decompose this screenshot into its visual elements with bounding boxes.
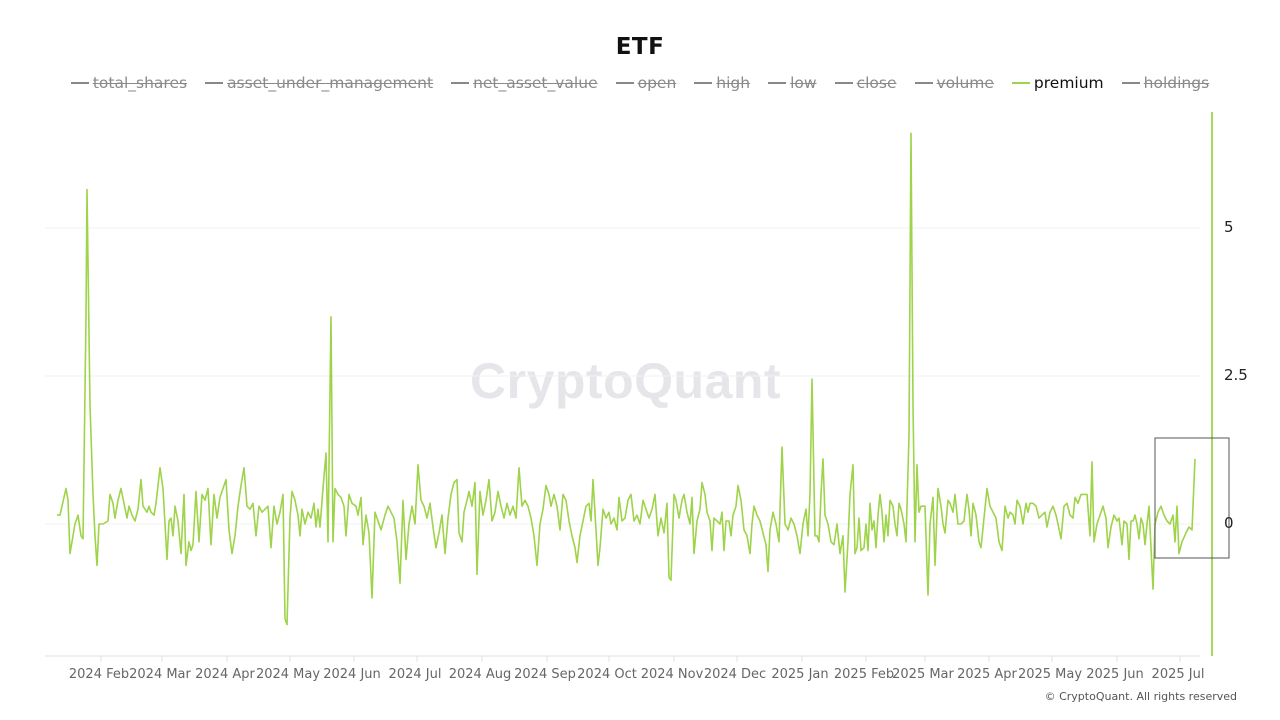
x-tick-label: 2024 Nov <box>640 667 704 682</box>
legend-item-premium[interactable]: premium <box>1011 74 1104 92</box>
legend-swatch-icon <box>70 82 89 84</box>
legend-swatch-icon <box>914 82 933 84</box>
x-tick-label: 2024 May <box>255 667 321 682</box>
legend-swatch-icon <box>834 82 853 84</box>
legend-label: volume <box>936 74 994 92</box>
premium-series-line <box>57 132 1196 626</box>
legend-item-high[interactable]: high <box>694 74 750 92</box>
legend-item-low[interactable]: low <box>768 74 817 92</box>
x-tick-label: 2025 Apr <box>957 667 1017 682</box>
chart-title: ETF <box>615 34 665 60</box>
x-tick-label: 2024 Feb <box>68 667 130 682</box>
legend-label: asset_under_management <box>227 74 434 92</box>
legend-item-holdings[interactable]: holdings <box>1121 74 1210 92</box>
legend-swatch-icon <box>1011 82 1030 84</box>
x-tick-label: 2024 Jul <box>388 667 442 682</box>
y-tick-label: 5 <box>1224 218 1234 236</box>
y-tick-label: 0 <box>1224 514 1234 532</box>
x-tick-label: 2025 Mar <box>892 667 954 682</box>
chart-legend: total_shares asset_under_management net_as… <box>0 74 1280 92</box>
x-tick-label: 2024 Apr <box>195 667 255 682</box>
x-tick-marks <box>100 656 1181 662</box>
legend-label: low <box>790 74 817 92</box>
copyright-notice: © CryptoQuant. All rights reserved <box>1044 690 1237 703</box>
x-tick-label: 2024 Mar <box>129 667 191 682</box>
legend-label: premium <box>1033 74 1104 92</box>
legend-label: holdings <box>1143 74 1210 92</box>
legend-swatch-icon <box>451 82 470 84</box>
watermark: CryptoQuant <box>470 353 782 409</box>
zoom-selection-box[interactable] <box>1154 437 1230 559</box>
x-tick-label: 2024 Jun <box>323 667 381 682</box>
legend-item-asset-under-management[interactable]: asset_under_management <box>205 74 433 92</box>
legend-label: close <box>856 74 897 92</box>
legend-item-open[interactable]: open <box>615 74 677 92</box>
legend-label: high <box>716 74 751 92</box>
legend-item-total-shares[interactable]: total_shares <box>70 74 188 92</box>
legend-label: net_asset_value <box>473 74 598 92</box>
legend-swatch-icon <box>768 82 787 84</box>
legend-swatch-icon <box>1121 82 1140 84</box>
x-tick-label: 2025 May <box>1017 667 1083 682</box>
x-tick-label: 2024 Oct <box>577 667 637 682</box>
x-tick-label: 2025 Feb <box>833 667 895 682</box>
legend-item-close[interactable]: close <box>834 74 897 92</box>
x-tick-label: 2024 Aug <box>448 667 512 682</box>
legend-item-net-asset-value[interactable]: net_asset_value <box>451 74 598 92</box>
y-tick-label: 2.5 <box>1224 366 1248 384</box>
legend-swatch-icon <box>615 82 634 84</box>
legend-label: open <box>637 74 677 92</box>
x-tick-label: 2024 Sep <box>514 667 576 682</box>
legend-item-volume[interactable]: volume <box>914 74 994 92</box>
legend-swatch-icon <box>694 82 713 84</box>
x-tick-label: 2025 Jul <box>1151 667 1205 682</box>
x-tick-label: 2025 Jan <box>771 667 829 682</box>
gridlines <box>45 227 1200 525</box>
x-tick-label: 2025 Jun <box>1086 667 1144 682</box>
legend-label: total_shares <box>92 74 188 92</box>
x-tick-label: 2024 Dec <box>703 667 767 682</box>
legend-swatch-icon <box>205 82 224 84</box>
